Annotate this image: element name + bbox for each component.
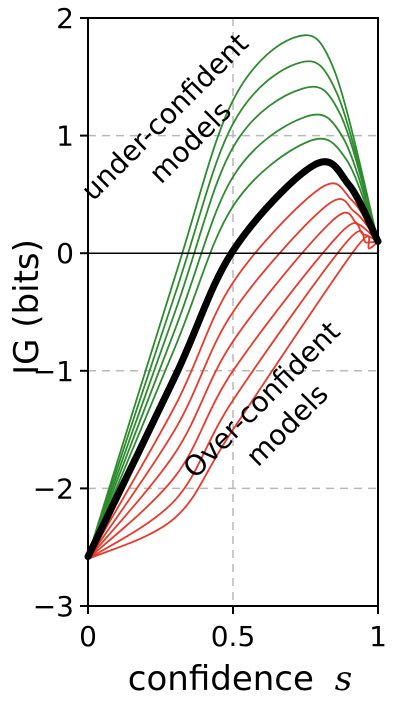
series-curve-under: [87, 137, 379, 558]
y-tick-label: 2: [56, 2, 74, 35]
annotation-over-confident: Over-confident models: [177, 315, 347, 485]
x-axis-label-text: confidence: [128, 659, 314, 699]
x-axis-label-variable: s: [335, 659, 352, 699]
series-curve-over: [87, 198, 379, 560]
y-axis-label: IG (bits): [7, 239, 47, 375]
y-tick-label: −2: [33, 472, 74, 505]
axis-ticks: −3 −2 −1 0 1 2 0 0.5 1: [33, 2, 387, 653]
x-tick-label: 0: [79, 620, 97, 653]
x-tick-label: 1: [369, 620, 387, 653]
series-curve-calibrated: [84, 158, 382, 561]
y-tick-label: 1: [56, 120, 74, 153]
series-curve-over: [87, 230, 379, 560]
y-tick-label: −1: [33, 355, 74, 388]
series-curve-under: [87, 85, 379, 558]
series-curve-under: [87, 113, 379, 558]
x-tick-label: 0.5: [211, 620, 256, 653]
y-tick-label: 0: [56, 237, 74, 270]
y-tick-label: −3: [33, 590, 74, 623]
series-curve-under: [87, 34, 379, 558]
series-curve-under: [87, 60, 379, 558]
annotation-under-confident: under-confident models: [75, 27, 255, 207]
series-curves: [84, 34, 382, 561]
series-curve-over: [87, 235, 379, 560]
x-axis-label: confidence s: [128, 659, 352, 699]
series-curve-over: [87, 182, 379, 560]
